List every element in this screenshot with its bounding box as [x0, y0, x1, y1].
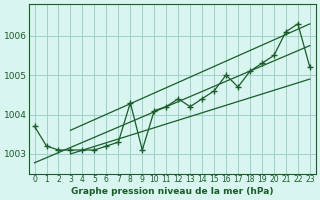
- X-axis label: Graphe pression niveau de la mer (hPa): Graphe pression niveau de la mer (hPa): [71, 187, 274, 196]
